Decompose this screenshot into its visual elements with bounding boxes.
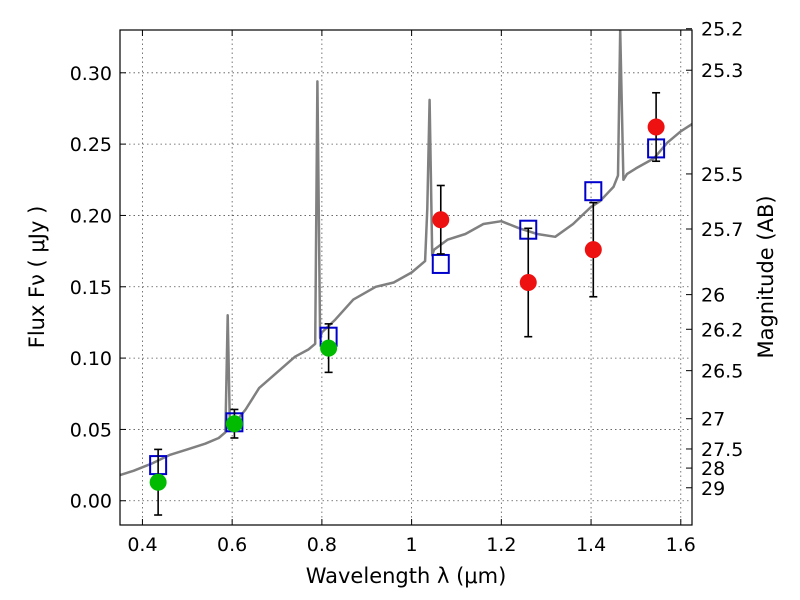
magnitude-tick-label: 29 [701,478,725,500]
y-tick-label: 0.20 [70,205,112,227]
observed-point [320,339,338,357]
y-axis-label: Flux Fν ( μJy ) [25,206,49,349]
magnitude-tick-label: 25.7 [701,219,743,241]
observed-point [225,415,243,433]
magnitude-tick-label: 27.5 [701,439,743,461]
observed-point [519,273,537,291]
magnitude-tick-label: 25.3 [701,60,743,82]
spectrum-line [120,30,692,477]
x-tick-label: 1.6 [666,534,696,556]
model-photometry-square [431,253,450,274]
axes: 0.4 0.6 0.8 1 1.2 1.4 1.6 0.00 0.05 0.10 0.15 0.20 0… [70,19,744,556]
magnitude-tick-label: 26.5 [701,361,743,383]
observed-point [584,241,602,259]
x-tick-label: 1 [406,534,418,556]
observed-point [432,211,450,229]
y-tick-label: 0.05 [70,419,112,441]
x-tick-label: 0.6 [217,534,247,556]
observed-point [149,473,167,491]
magnitude-tick-label: 28 [701,458,725,480]
y2-axis-label: Magnitude (AB) [754,195,778,358]
x-tick-label: 1.2 [486,534,516,556]
x-axis-label: Wavelength λ (μm) [306,564,507,588]
observed-point [647,118,665,136]
magnitude-tick-label: 27 [701,409,725,431]
x-tick-label: 0.4 [127,534,157,556]
y-tick-label: 0.00 [70,491,112,513]
x-tick-label: 1.4 [576,534,606,556]
plot-area [120,30,692,516]
y-tick-label: 0.30 [70,63,112,85]
magnitude-tick-label: 25.2 [701,19,743,41]
magnitude-tick-label: 26 [701,285,725,307]
model-photometry-square [584,181,603,202]
y-tick-label: 0.10 [70,348,112,370]
y-tick-label: 0.15 [70,277,112,299]
magnitude-tick-label: 26.2 [701,319,743,341]
magnitude-tick-label: 25.5 [701,164,743,186]
y-tick-label: 0.25 [70,134,112,156]
x-tick-label: 0.8 [307,534,337,556]
grid [120,30,692,525]
plot-frame [119,29,693,526]
